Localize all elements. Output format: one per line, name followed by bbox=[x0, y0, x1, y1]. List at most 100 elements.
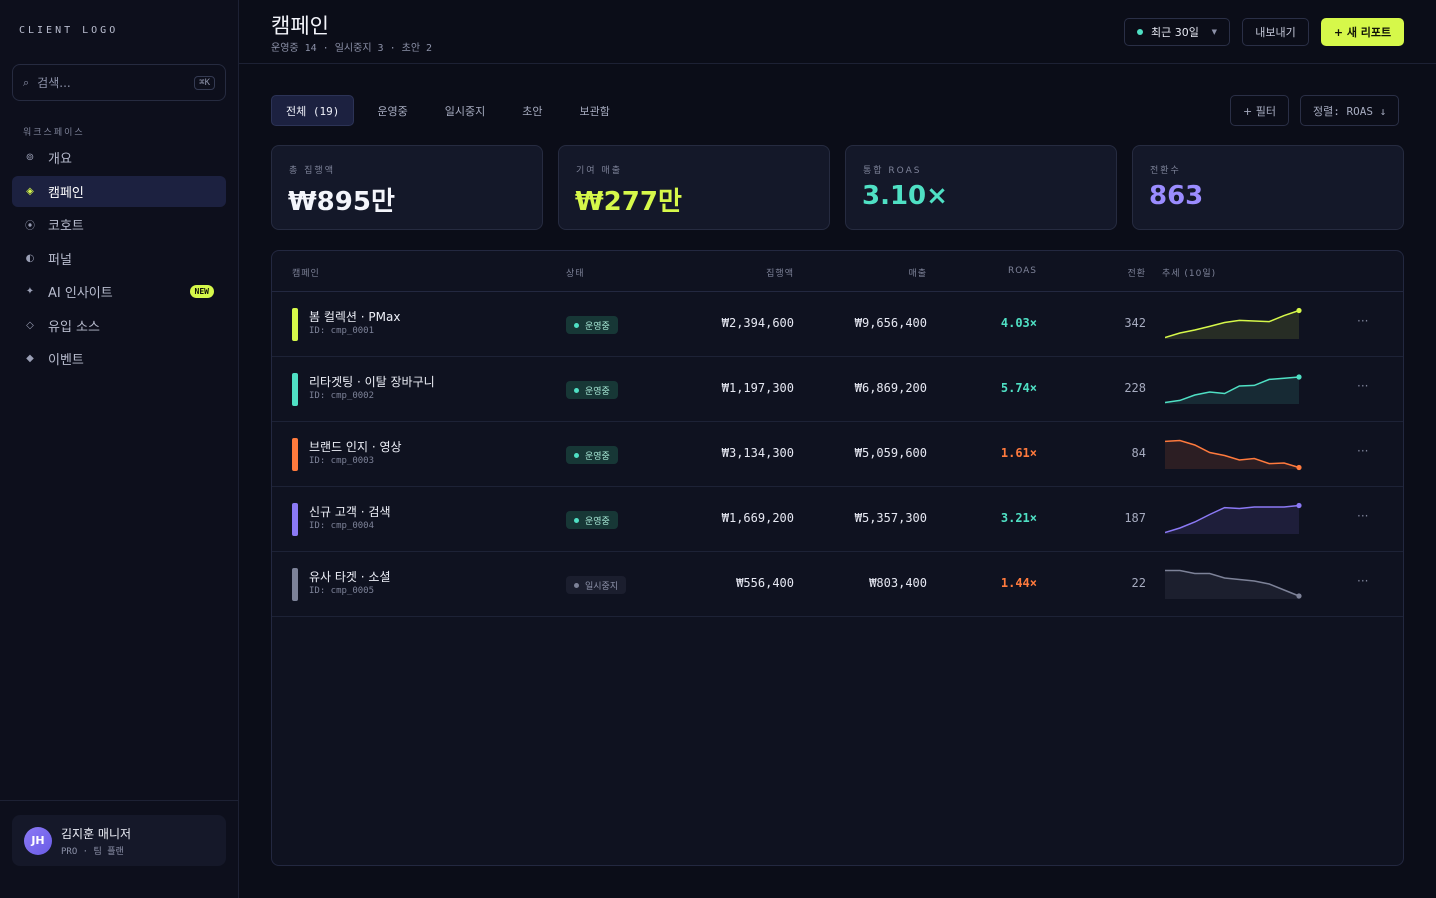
sidebar-item-label: 이벤트 bbox=[48, 353, 84, 368]
header-roas: ROAS bbox=[1007, 266, 1037, 276]
page-subtitle: 운영중 14 · 일시중지 3 · 초안 2 bbox=[271, 43, 433, 54]
user-name: 김지훈 매니저 bbox=[61, 826, 132, 841]
trend-area bbox=[1165, 440, 1299, 469]
search-input[interactable]: ⌕ 검색... ⌘K bbox=[12, 64, 226, 101]
sidebar-nav: ⊚ 개요 ◈ 캠페인 ⦿ 코호트 ◐ 퍼널 ✦ AI 인사이트 NEW ◇ 유입 소스 ◆ 이벤트 bbox=[12, 142, 226, 377]
header-trend: 추세 (10일) bbox=[1162, 269, 1217, 279]
date-range-label: 최근 30일 bbox=[1151, 26, 1199, 39]
status-dot-icon bbox=[574, 517, 579, 523]
roas-value: 5.74× bbox=[1000, 381, 1037, 395]
sidebar-item-1[interactable]: ◈ 캠페인 bbox=[12, 175, 226, 207]
more-options-icon[interactable]: ··· bbox=[1357, 574, 1369, 588]
kpi-value: 3.10× bbox=[862, 181, 948, 211]
sidebar-item-4[interactable]: ✦ AI 인사이트 NEW bbox=[12, 276, 226, 307]
kpi-card: 전환수 863 bbox=[1132, 145, 1404, 230]
kpi-label: 전환수 bbox=[1150, 166, 1181, 176]
trend-sparkline bbox=[1165, 374, 1302, 404]
roas-value: 1.61× bbox=[1000, 446, 1037, 460]
sidebar-item-5[interactable]: ◇ 유입 소스 bbox=[12, 310, 226, 341]
sidebar-item-3[interactable]: ◐ 퍼널 bbox=[12, 243, 226, 274]
revenue-value: ₩803,400 bbox=[869, 576, 927, 590]
campaign-id: ID: cmp_0002 bbox=[309, 391, 375, 401]
status-dot-icon bbox=[574, 582, 579, 588]
campaign-name[interactable]: 신규 고객 · 검색 bbox=[309, 505, 391, 519]
table-row[interactable]: 리타겟팅 · 이탈 장바구니 ID: cmp_0002 운영중 ₩1,197,300 ₩… bbox=[272, 357, 1403, 422]
sidebar-item-label: 개요 bbox=[48, 152, 72, 167]
roas-value: 4.03× bbox=[1000, 316, 1037, 330]
status-label: 운영중 bbox=[585, 451, 610, 462]
sidebar-item-2[interactable]: ⦿ 코호트 bbox=[12, 209, 226, 240]
campaign-name[interactable]: 봄 컬렉션 · PMax bbox=[309, 310, 401, 324]
avatar: JH bbox=[24, 826, 52, 855]
sidebar-item-label: AI 인사이트 bbox=[48, 286, 113, 301]
trend-line bbox=[1165, 309, 1300, 339]
revenue-value: ₩5,059,600 bbox=[854, 446, 927, 460]
status-label: 운영중 bbox=[585, 516, 610, 527]
filter-button[interactable]: + 필터 bbox=[1230, 95, 1289, 126]
more-options-icon[interactable]: ··· bbox=[1357, 314, 1369, 328]
header-spend: 집행액 bbox=[766, 269, 794, 279]
trend-end-point bbox=[1296, 502, 1302, 509]
table-row[interactable]: 유사 타겟 · 소셜 ID: cmp_0005 일시중지 ₩556,400 ₩803,4… bbox=[272, 552, 1403, 617]
search-placeholder: 검색... bbox=[37, 76, 71, 90]
conversions-value: 22 bbox=[1131, 576, 1146, 590]
spend-value: ₩2,394,600 bbox=[721, 316, 794, 330]
sidebar-item-label: 캠페인 bbox=[48, 185, 84, 201]
dashboard-icon: ⊚ bbox=[25, 152, 35, 163]
trend-sparkline bbox=[1165, 502, 1302, 534]
status-label: 운영중 bbox=[585, 386, 610, 397]
new-report-button[interactable]: + 새 리포트 bbox=[1321, 18, 1404, 46]
campaign-color-bar bbox=[292, 568, 298, 601]
roas-value: 1.44× bbox=[1000, 576, 1037, 590]
table-row[interactable]: 봄 컬렉션 · PMax ID: cmp_0001 운영중 ₩2,394,600 ₩9,… bbox=[272, 292, 1403, 357]
chevron-down-icon: ▼ bbox=[1211, 28, 1217, 36]
workspace-label: 워크스페이스 bbox=[23, 128, 85, 138]
status-badge: 운영중 bbox=[566, 381, 618, 399]
table-header: 캠페인 상태 집행액 매출 ROAS 전환 추세 (10일) bbox=[272, 251, 1403, 292]
tab-2[interactable]: 일시중지 bbox=[444, 104, 486, 118]
tab-0[interactable]: 전체 (19) bbox=[271, 95, 355, 126]
spend-value: ₩1,197,300 bbox=[721, 381, 794, 395]
tab-1[interactable]: 운영중 bbox=[377, 104, 408, 118]
target-icon: ⦿ bbox=[25, 221, 35, 232]
half-circle-icon: ◐ bbox=[25, 252, 35, 264]
campaign-name[interactable]: 브랜드 인지 · 영상 bbox=[309, 440, 402, 454]
export-button[interactable]: 내보내기 bbox=[1242, 18, 1309, 46]
search-shortcut: ⌘K bbox=[194, 75, 215, 90]
page-title: 캠페인 bbox=[271, 14, 329, 38]
sidebar-item-6[interactable]: ◆ 이벤트 bbox=[12, 343, 226, 374]
user-card[interactable]: JH 김지훈 매니저 PRO · 팀 플랜 bbox=[12, 815, 226, 866]
sidebar-item-0[interactable]: ⊚ 개요 bbox=[12, 142, 226, 173]
sidebar-item-label: 퍼널 bbox=[48, 252, 72, 268]
table-row[interactable]: 신규 고객 · 검색 ID: cmp_0004 운영중 ₩1,669,200 ₩5,35… bbox=[272, 487, 1403, 552]
tab-4[interactable]: 보관함 bbox=[579, 104, 610, 118]
status-dot-icon bbox=[574, 322, 579, 328]
kpi-card: 기여 매출 ₩277만 bbox=[558, 145, 830, 230]
more-options-icon[interactable]: ··· bbox=[1357, 444, 1369, 458]
campaign-id: ID: cmp_0004 bbox=[309, 521, 375, 531]
trend-end-point bbox=[1296, 593, 1302, 599]
user-plan: PRO · 팀 플랜 bbox=[61, 846, 124, 857]
kpi-label: 총 집행액 bbox=[289, 166, 335, 176]
conversions-value: 84 bbox=[1131, 446, 1146, 460]
tab-3[interactable]: 초안 bbox=[522, 104, 543, 118]
more-options-icon[interactable]: ··· bbox=[1357, 509, 1369, 523]
header-campaign: 캠페인 bbox=[292, 269, 320, 279]
trend-area bbox=[1165, 505, 1299, 534]
sort-button[interactable]: 정렬: ROAS ↓ bbox=[1300, 95, 1400, 126]
trend-line bbox=[1165, 569, 1300, 597]
table-row[interactable]: 브랜드 인지 · 영상 ID: cmp_0003 운영중 ₩3,134,300 ₩5,0… bbox=[272, 422, 1403, 487]
spend-value: ₩556,400 bbox=[736, 576, 794, 590]
date-range-select[interactable]: 최근 30일 ▼ bbox=[1124, 18, 1230, 46]
campaign-name[interactable]: 리타겟팅 · 이탈 장바구니 bbox=[309, 375, 435, 389]
sidebar-item-label: 유입 소스 bbox=[48, 319, 100, 335]
campaign-name[interactable]: 유사 타겟 · 소셜 bbox=[309, 570, 391, 584]
revenue-value: ₩6,869,200 bbox=[854, 381, 927, 395]
campaign-id: ID: cmp_0003 bbox=[309, 456, 375, 466]
more-options-icon[interactable]: ··· bbox=[1357, 379, 1369, 393]
new-badge: NEW bbox=[189, 285, 214, 298]
campaign-table: 캠페인 상태 집행액 매출 ROAS 전환 추세 (10일) 봄 컬렉션 · P… bbox=[271, 250, 1404, 866]
status-dot-icon bbox=[574, 452, 579, 458]
roas-value: 3.21× bbox=[1000, 511, 1037, 525]
header-status: 상태 bbox=[566, 269, 585, 279]
